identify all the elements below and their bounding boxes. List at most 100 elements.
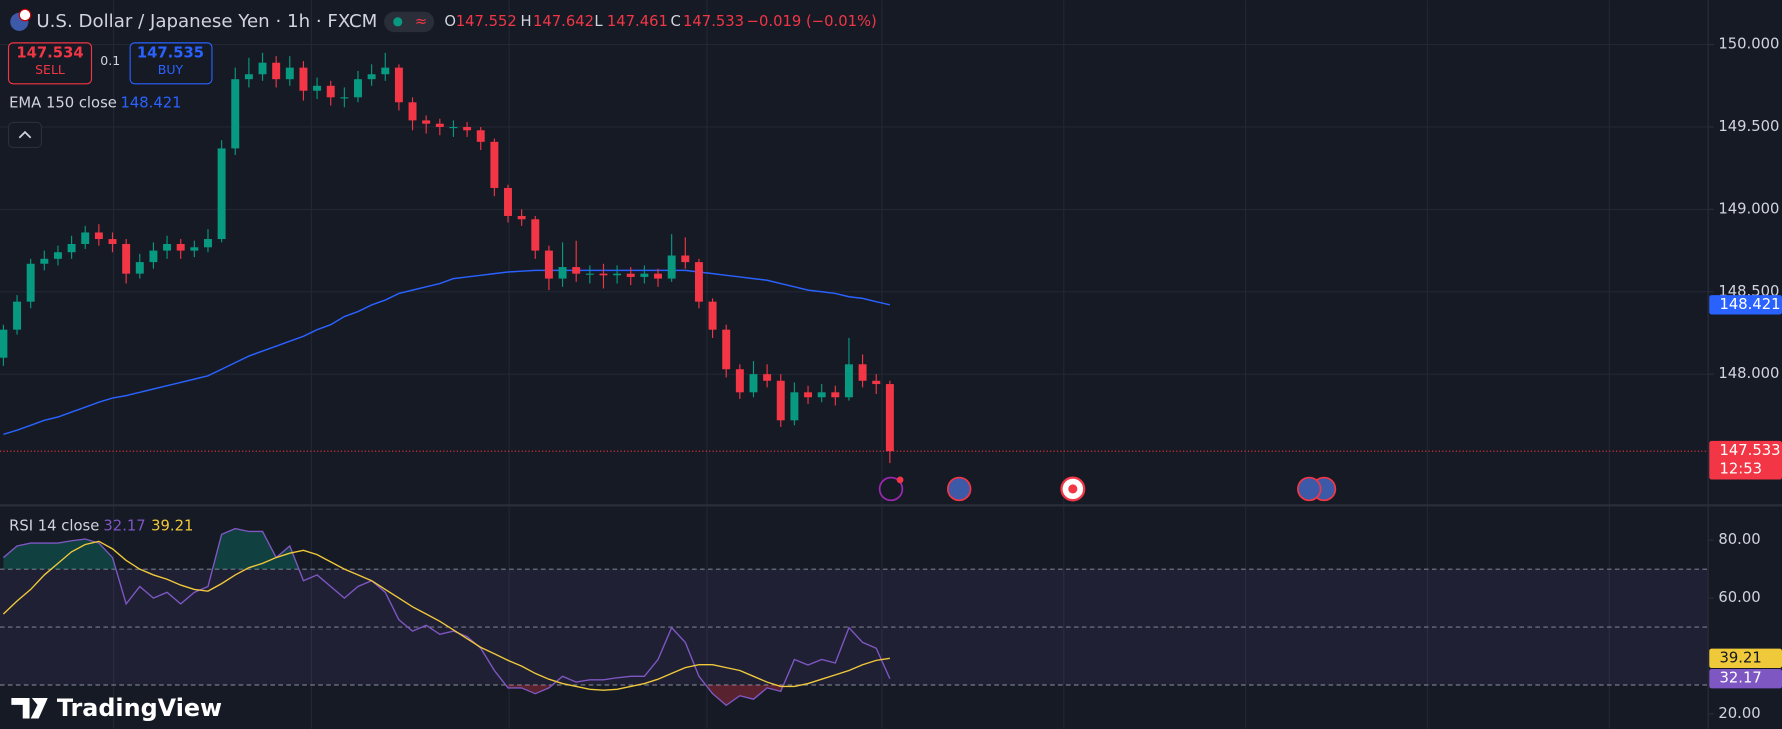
ema-price-tag: 148.421	[1719, 296, 1780, 313]
y-tick-label: 149.000	[1718, 200, 1779, 217]
candle-body	[790, 392, 799, 421]
sell-label: SELL	[35, 62, 65, 77]
change: −0.019 (−0.01%)	[747, 13, 877, 30]
y-tick-label: 150.000	[1718, 36, 1779, 53]
candle-body	[367, 74, 376, 80]
last-price-tag: 147.533	[1719, 442, 1780, 459]
flag-icon	[18, 8, 32, 22]
candle-body	[749, 374, 758, 393]
candle-body	[81, 232, 90, 244]
candle-body	[708, 301, 717, 330]
rsi-legend: RSI 14 close	[9, 517, 99, 534]
rsi-value-tag-bg	[1709, 648, 1782, 668]
symbol: U.S. Dollar / Japanese Yen · 1h · FXCM	[36, 11, 377, 32]
candle-body	[640, 273, 649, 277]
ohlc-label: H	[521, 13, 532, 30]
candle-body	[694, 262, 703, 302]
candle-body	[394, 67, 403, 103]
candle-body	[381, 67, 390, 75]
ema-legend-value: 148.421	[120, 95, 181, 112]
candle-body	[872, 380, 881, 385]
y-tick-label: 149.500	[1718, 118, 1779, 135]
candle-body	[681, 255, 690, 263]
y-tick-label: 60.00	[1718, 589, 1760, 606]
ohlc-label: O	[444, 13, 456, 30]
candle-body	[13, 301, 22, 330]
candle-body	[667, 255, 676, 279]
candle-body	[176, 243, 185, 251]
rsi-value-tag: 39.21	[1719, 649, 1761, 666]
candle-body	[26, 263, 35, 302]
status-dot	[393, 17, 403, 27]
ohlc-value: 147.552	[456, 13, 517, 30]
candle-body	[490, 141, 499, 188]
candle-body	[517, 215, 526, 220]
candle-body	[831, 392, 840, 398]
candle-body	[885, 384, 894, 452]
candle-body	[722, 329, 731, 370]
last-price-tag-bg	[1709, 440, 1782, 480]
candle-body	[463, 126, 472, 131]
candle-body	[313, 85, 322, 91]
spread: 0.1	[100, 53, 120, 68]
rsi-legend-value: 39.21	[151, 517, 193, 534]
candle-body	[231, 79, 240, 149]
candle-body	[272, 62, 281, 80]
y-tick-label: 80.00	[1718, 531, 1760, 548]
candle-body	[0, 329, 8, 358]
candle-body	[763, 374, 772, 381]
candle-body	[326, 85, 335, 98]
y-tick-label: 148.000	[1718, 365, 1779, 382]
candle-body	[340, 97, 349, 99]
rsi-legend-value: 32.17	[103, 517, 145, 534]
status-pill[interactable]	[384, 11, 435, 33]
buy-price: 147.535	[137, 45, 204, 62]
ema-line	[3, 269, 891, 436]
candle-body	[476, 130, 485, 142]
ema-price-tag-bg	[1709, 295, 1782, 315]
rsi-value-tag: 32.17	[1719, 670, 1761, 687]
rsi-line	[2, 540, 890, 691]
candle-body	[67, 243, 76, 253]
candle-body	[408, 102, 417, 121]
ohlc-value: 147.642	[533, 13, 594, 30]
candle-body	[804, 392, 813, 398]
sell-button[interactable]	[7, 42, 93, 85]
candle-body	[626, 273, 635, 277]
candle-body	[190, 247, 199, 251]
ohlc-label: C	[671, 13, 681, 30]
candle-body	[122, 243, 131, 274]
candle-body	[40, 258, 49, 264]
y-tick-label: 20.00	[1718, 705, 1760, 722]
plot-layer	[0, 44, 1709, 707]
candle-body	[613, 273, 622, 276]
collapse-icon	[18, 130, 32, 139]
candle-body	[558, 267, 567, 279]
candle-body	[599, 273, 608, 276]
buy-label: BUY	[158, 62, 184, 77]
candle-body	[844, 364, 853, 398]
candle-body	[285, 67, 294, 80]
candle-body	[544, 250, 553, 279]
collapse-button[interactable]	[7, 121, 43, 149]
candle-body	[435, 123, 444, 127]
brand-logo	[11, 698, 48, 719]
countdown: 12:53	[1719, 460, 1762, 477]
candle-body	[203, 239, 212, 248]
candle-body	[108, 239, 117, 244]
candle-body	[654, 273, 662, 279]
candle-body	[135, 262, 144, 274]
candle-body	[817, 392, 826, 398]
candle-body	[94, 232, 103, 240]
candle-body	[776, 380, 785, 421]
brand: TradingView	[57, 694, 222, 722]
rsi-value-tag-bg	[1709, 669, 1782, 689]
rsi-line	[2, 527, 891, 707]
status-icon: ≈	[415, 13, 427, 30]
ohlc-value: 147.461	[607, 13, 668, 30]
candle-body	[244, 74, 253, 80]
buy-button[interactable]	[129, 42, 213, 85]
candle-body	[258, 62, 267, 75]
